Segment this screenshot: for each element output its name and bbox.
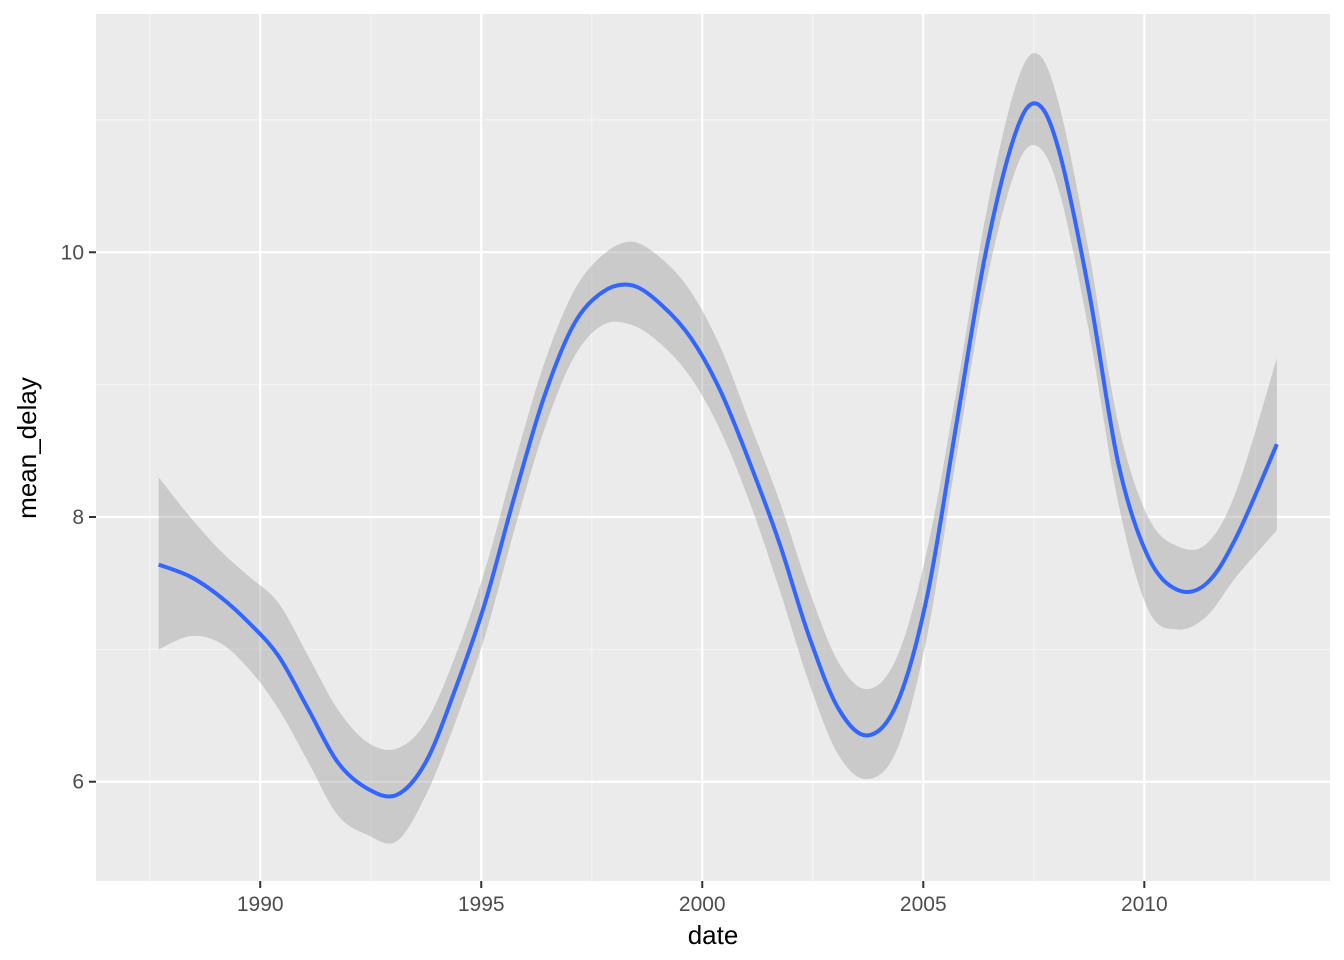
line-point [513,496,516,499]
line-point [365,787,368,790]
line-point [218,595,221,598]
line-point [984,251,987,254]
line-point [601,290,604,293]
line-point [307,707,310,710]
x-tick-label: 1995 [458,893,505,916]
x-tick-label: 2005 [900,893,947,916]
y-tick-label: 8 [72,506,84,529]
x-axis-ticks: 1990 1995 2000 2005 2010 [237,881,1168,916]
y-axis-title: mean_delay [12,377,42,519]
line-point [424,760,427,763]
line-point [572,324,575,327]
minor-grid [96,14,1330,881]
line-point [1176,588,1179,591]
line-point [395,793,398,796]
line-point [336,760,339,763]
y-axis-ticks: 6 8 10 [61,241,96,794]
smooth-line [157,101,1279,799]
x-tick-label: 2010 [1121,893,1168,916]
line-point [778,542,781,545]
line-point [837,707,840,710]
line-point [1205,582,1208,585]
line-point [926,595,929,598]
x-tick-label: 2000 [679,893,726,916]
line-point [483,602,486,605]
line-point [660,304,663,307]
line-point [1147,555,1150,558]
line-point [157,563,160,566]
x-tick-label: 1990 [237,893,284,916]
line-point [1088,290,1091,293]
line-point [1275,443,1278,446]
line-point [955,423,958,426]
line-point [1014,132,1017,135]
y-tick-label: 10 [61,241,84,264]
line-point [1235,535,1238,538]
line-point [248,621,251,624]
line-point [1058,151,1061,154]
line-point [866,734,869,737]
line-point [631,284,634,287]
line-point [719,390,722,393]
line-point [542,396,545,399]
line-point [277,654,280,657]
x-axis-title: date [688,920,739,950]
line-point [896,701,899,704]
panel-background [96,14,1330,881]
major-grid [96,14,1330,881]
line-point [189,575,192,578]
line-point [454,688,457,691]
line-point [749,463,752,466]
y-tick-label: 6 [72,771,84,794]
line-point [807,635,810,638]
line-point [690,337,693,340]
line-point [1117,463,1120,466]
line-point [1036,103,1039,106]
